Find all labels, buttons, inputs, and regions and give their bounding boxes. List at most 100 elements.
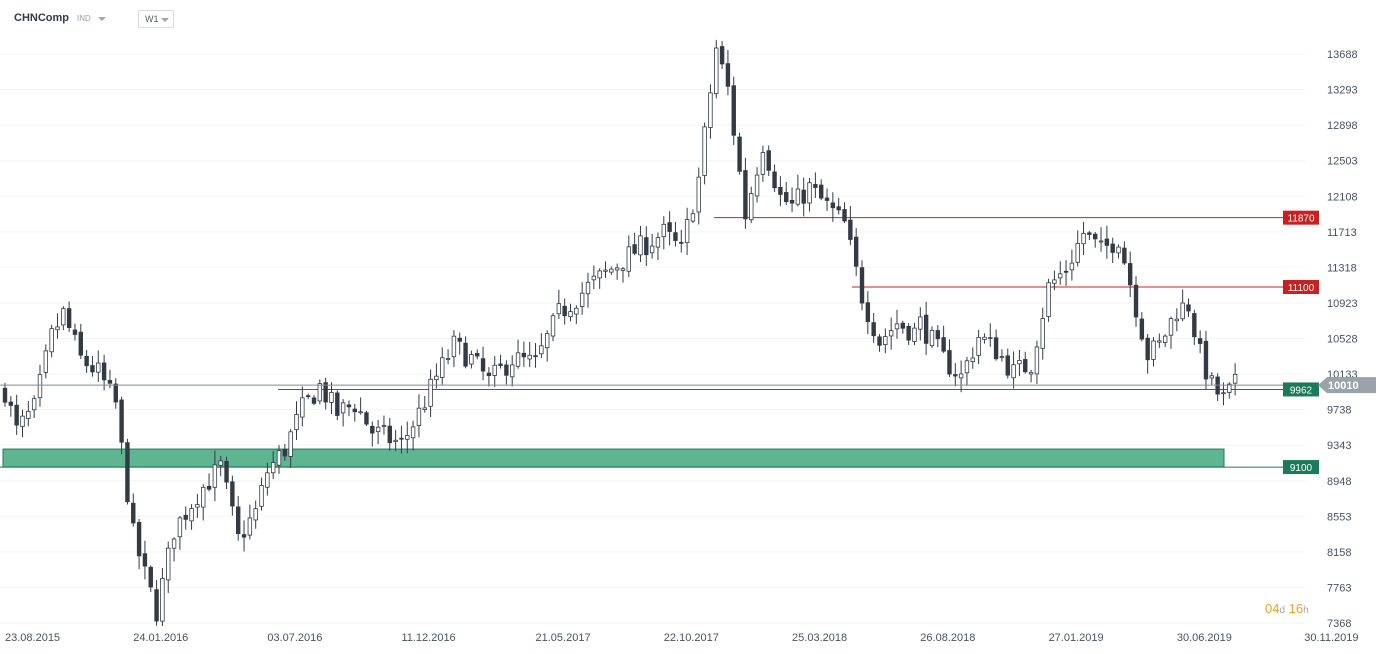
candle-body [609,268,614,273]
candle [649,234,655,259]
candle [515,339,521,369]
candle [72,323,78,341]
candle [585,272,591,308]
candle-body [154,589,159,622]
candle [1186,298,1191,317]
candle [836,197,841,215]
candle [912,322,917,346]
candle-body [288,431,293,457]
candle-body [1186,304,1191,312]
candle-body [667,222,672,232]
candle [31,395,37,419]
candle [819,179,824,201]
level-tag-label: 9962 [1290,385,1313,396]
candle [492,356,497,387]
candle [8,396,14,417]
candle [801,177,806,217]
candle-body [935,330,940,340]
candle-body [125,442,130,503]
candle-body [451,335,457,358]
candle-body [1017,360,1022,365]
candle-body [142,553,148,567]
candle-body [72,329,78,335]
candle [66,301,72,332]
candle [486,367,492,387]
candle [305,393,311,400]
y-tick-label: 10923 [1327,298,1358,310]
candle-body [679,241,684,244]
candle-body [1127,263,1133,286]
candle [690,209,696,224]
countdown-days-unit: d [1279,605,1286,616]
candle [544,330,550,362]
candle [813,172,818,198]
candle-body [131,502,136,524]
candle-body [515,352,521,367]
symbol-label[interactable]: CHNComp [14,12,69,24]
candle-body [638,235,643,256]
candle [148,565,153,592]
candle [579,282,585,315]
candle-body [270,462,276,474]
candle-body [31,398,37,411]
candle [346,400,352,417]
candle [195,493,200,518]
candle-body [340,402,346,414]
timeframe-select[interactable]: W1 [138,10,174,28]
candle [131,493,136,527]
candle-body [26,411,31,419]
candle-body [1098,240,1104,243]
candle-body [521,352,527,358]
candle-body [195,504,200,508]
candle [235,495,241,541]
candle-body [1139,318,1145,340]
candle-body [1069,262,1075,271]
candle-body [381,425,387,428]
candle-body [830,202,836,209]
candle-body [1209,375,1215,379]
candle [521,341,527,367]
candle [1093,231,1098,248]
candle [323,377,328,410]
candle [480,346,486,381]
x-tick-label: 26.08.2018 [920,632,975,644]
candle [731,76,736,146]
candle [428,369,433,418]
candle-body [644,237,649,256]
x-tick-label: 30.06.2019 [1177,632,1232,644]
candle [101,354,107,391]
candle-body [1174,318,1180,322]
candle-body [311,397,317,404]
candle-body [1162,335,1168,343]
chart-toolbar: CHNComp IND W1 [0,0,400,36]
candle [1122,241,1127,266]
candle-body [976,336,981,356]
x-tick-label: 25.03.2018 [792,632,847,644]
candle [1197,330,1203,354]
candle-body [1168,318,1174,336]
asset-class-label: IND [77,14,91,23]
current-price-tag [1318,377,1376,394]
timeframe-chevron-down-icon [161,18,169,22]
candle [988,323,993,347]
y-axis: 7368776381588553894893439738101331052810… [1327,49,1358,630]
candle [871,313,876,343]
candle-body [871,322,876,337]
candle [1174,308,1180,332]
y-tick-label: 7763 [1327,582,1351,594]
candle [212,450,218,502]
candle [1133,276,1139,327]
candle [154,580,159,626]
candle [1180,289,1185,322]
candle [311,395,317,406]
candle [90,356,95,377]
candle-body [731,85,736,136]
y-tick-label: 9343 [1327,440,1351,452]
candle-body [568,311,573,318]
candle-body [253,508,258,521]
x-tick-label: 11.12.2016 [401,632,455,644]
candle-body [1011,364,1016,379]
candle [900,320,906,334]
symbol-dropdown-chevron-icon[interactable] [98,17,106,21]
candle-body [556,303,562,315]
